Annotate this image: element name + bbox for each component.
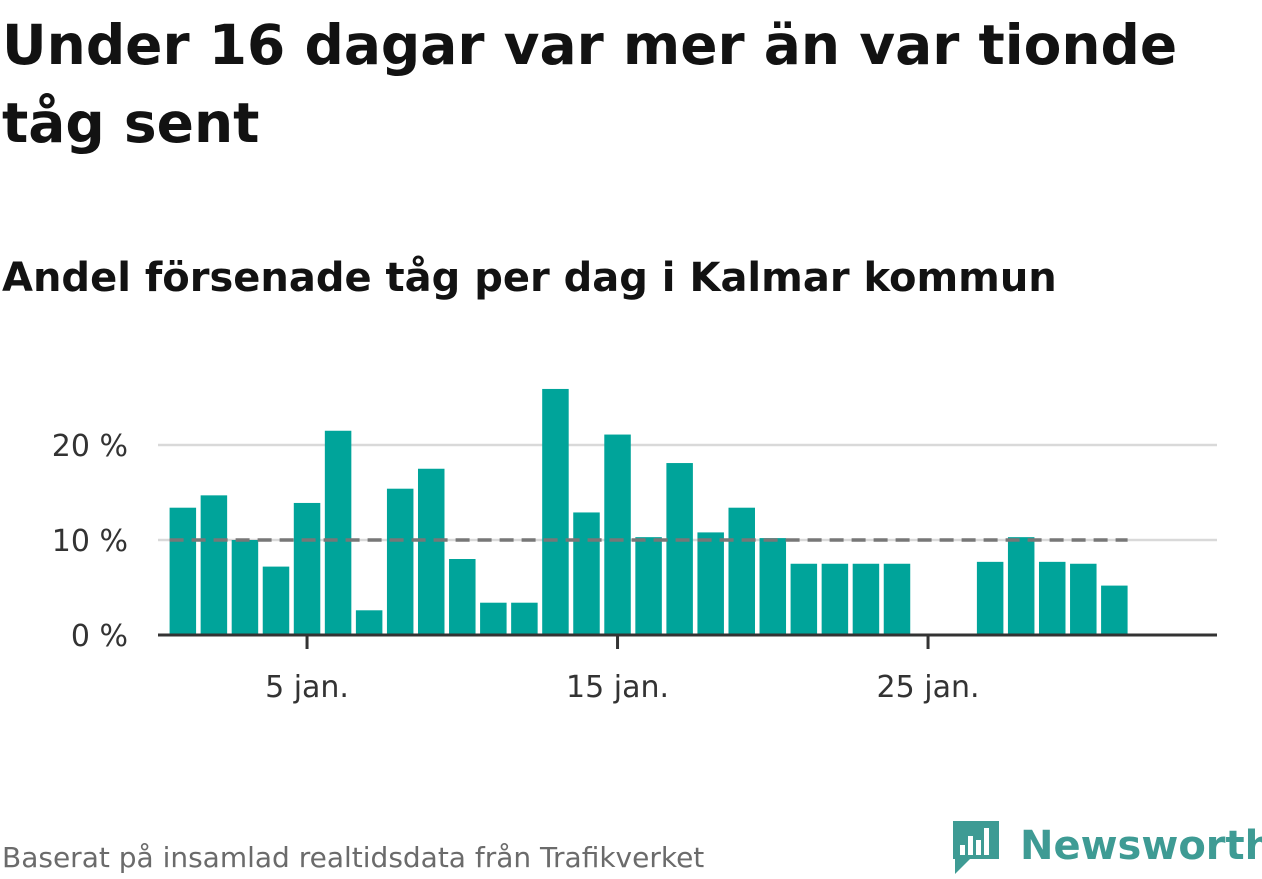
x-tick-label: 5 jan. bbox=[265, 670, 349, 705]
bar bbox=[759, 538, 787, 635]
newsworthy-logo-icon bbox=[953, 821, 999, 874]
bars bbox=[169, 388, 1128, 635]
bar bbox=[542, 388, 569, 635]
axes: 0 % 10 % 20 % 5 jan. 15 jan. 25 jan. bbox=[52, 429, 1217, 705]
bar bbox=[480, 602, 507, 635]
chart-subtitle: Andel försenade tåg per dag i Kalmar kom… bbox=[2, 255, 1057, 301]
y-tick-label: 20 % bbox=[52, 429, 128, 464]
bar bbox=[231, 540, 259, 635]
bar bbox=[511, 602, 538, 635]
bar bbox=[666, 463, 693, 635]
y-tick-label: 10 % bbox=[52, 524, 128, 559]
bar bbox=[883, 563, 911, 635]
bar bbox=[573, 512, 600, 635]
bar bbox=[324, 430, 352, 635]
bar bbox=[976, 561, 1004, 635]
bar bbox=[1101, 585, 1128, 635]
x-tick-label: 15 jan. bbox=[566, 670, 669, 705]
bar bbox=[790, 563, 818, 635]
y-tick-label: 0 % bbox=[71, 619, 128, 654]
bar bbox=[852, 563, 880, 635]
bar-chart: 0 % 10 % 20 % 5 jan. 15 jan. 25 jan. bbox=[52, 388, 1217, 705]
x-tick-label: 25 jan. bbox=[877, 670, 980, 705]
bar bbox=[1007, 537, 1035, 635]
bar bbox=[1070, 563, 1097, 635]
bar bbox=[169, 507, 197, 635]
bar bbox=[417, 468, 445, 635]
newsworthy-logo-text: Newsworthy bbox=[1020, 823, 1262, 869]
bar bbox=[386, 488, 414, 635]
bar bbox=[821, 563, 849, 635]
chart-title: Under 16 dagar var mer än var tionde tåg… bbox=[2, 13, 1178, 155]
bar bbox=[200, 495, 228, 635]
bar bbox=[293, 502, 321, 635]
bar bbox=[262, 566, 290, 635]
bar bbox=[1038, 561, 1066, 635]
bar bbox=[449, 559, 476, 635]
bar bbox=[728, 507, 755, 635]
source-note: Baserat på insamlad realtidsdata från Tr… bbox=[2, 841, 705, 874]
newsworthy-logo: Newsworthy bbox=[950, 818, 1262, 878]
bar bbox=[604, 434, 631, 635]
bar bbox=[635, 537, 662, 635]
bar bbox=[697, 532, 724, 635]
bar bbox=[355, 610, 383, 635]
